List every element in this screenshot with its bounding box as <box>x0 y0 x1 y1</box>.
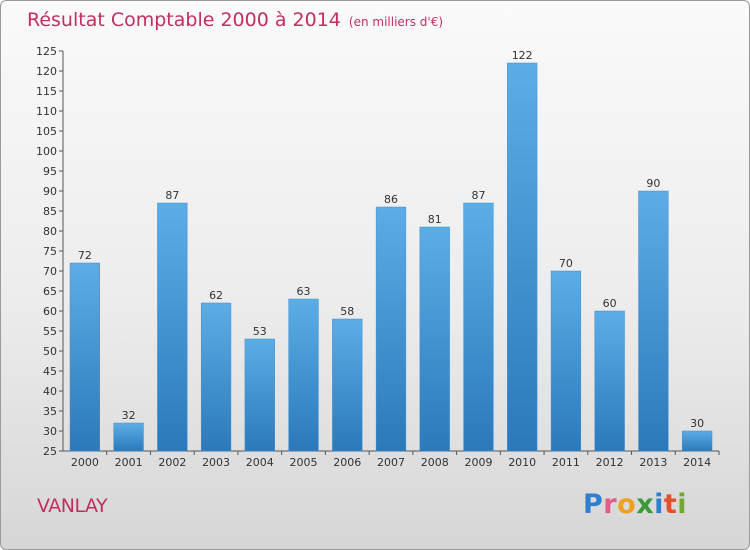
bar-2008 <box>419 226 450 452</box>
x-tick-label-2012: 2012 <box>596 456 624 469</box>
x-tick-label-2008: 2008 <box>421 456 449 469</box>
logo-letter: i <box>654 489 664 520</box>
proxiti-logo[interactable]: Proxiti <box>583 489 687 520</box>
x-tick-label-2009: 2009 <box>464 456 492 469</box>
value-label-2001: 32 <box>122 409 136 422</box>
y-tick-label: 70 <box>43 265 57 278</box>
x-tick-label-2011: 2011 <box>552 456 580 469</box>
x-tick-label-2007: 2007 <box>377 456 405 469</box>
value-label-2010: 122 <box>512 49 533 62</box>
x-tick-label-2014: 2014 <box>683 456 711 469</box>
value-label-2013: 90 <box>646 177 660 190</box>
x-tick-label-2006: 2006 <box>333 456 361 469</box>
value-label-2003: 62 <box>209 289 223 302</box>
bar-2014 <box>682 430 713 452</box>
bar-2000 <box>69 262 100 452</box>
chart-data-labels: 72 32 87 62 53 63 58 86 81 87 122 70 60 90 30 <box>78 49 704 430</box>
x-tick-label-2000: 2000 <box>71 456 99 469</box>
y-tick-label: 115 <box>36 85 57 98</box>
bar-2009 <box>463 202 494 452</box>
commune-name: VANLAY <box>37 495 108 517</box>
logo-letter: P <box>583 489 604 520</box>
y-tick-label: 110 <box>36 105 57 118</box>
y-tick-label: 25 <box>43 445 57 458</box>
y-tick-label: 90 <box>43 185 57 198</box>
bar-2012 <box>594 310 625 452</box>
logo-letter: x <box>636 489 655 520</box>
chart-subtitle: (en milliers d'€) <box>348 15 444 29</box>
chart-title: Résultat Comptable 2000 à 2014 (en millie… <box>27 9 443 31</box>
bar-2006 <box>332 318 363 452</box>
bar-2005 <box>288 298 319 452</box>
logo-letter: r <box>603 489 618 520</box>
chart-bars <box>69 62 713 452</box>
value-label-2011: 70 <box>559 257 573 270</box>
x-tick-label-2010: 2010 <box>508 456 536 469</box>
x-tick-label-2004: 2004 <box>246 456 274 469</box>
y-tick-label: 30 <box>43 425 57 438</box>
bar-2003 <box>200 302 232 452</box>
bar-2002 <box>157 202 188 452</box>
x-tick-label-2002: 2002 <box>158 456 186 469</box>
bar-2010 <box>507 62 538 452</box>
y-tick-label: 75 <box>43 245 57 258</box>
value-label-2002: 87 <box>165 189 179 202</box>
bar-2011 <box>550 270 582 452</box>
value-label-2014: 30 <box>690 417 704 430</box>
logo-letter: o <box>617 489 637 520</box>
y-tick-label: 80 <box>43 225 57 238</box>
y-tick-label: 125 <box>36 45 57 58</box>
value-label-2009: 87 <box>471 189 485 202</box>
bar-2013 <box>638 190 669 452</box>
value-label-2012: 60 <box>603 297 617 310</box>
y-tick-label: 95 <box>43 165 57 178</box>
value-label-2006: 58 <box>340 305 354 318</box>
y-tick-label: 100 <box>36 145 57 158</box>
bar-2007 <box>375 206 407 452</box>
y-tick-label: 60 <box>43 305 57 318</box>
y-tick-label: 35 <box>43 405 57 418</box>
y-tick-label: 85 <box>43 205 57 218</box>
value-label-2005: 63 <box>297 285 311 298</box>
value-label-2000: 72 <box>78 249 92 262</box>
y-tick-label: 45 <box>43 365 57 378</box>
y-tick-label: 120 <box>36 65 57 78</box>
x-tick-label-2005: 2005 <box>290 456 318 469</box>
y-tick-label: 40 <box>43 385 57 398</box>
y-tick-label: 105 <box>36 125 57 138</box>
logo-letter: i <box>677 489 688 520</box>
y-tick-label: 50 <box>43 345 57 358</box>
chart-title-text: Résultat Comptable 2000 à 2014 <box>27 9 341 31</box>
y-tick-label: 55 <box>43 325 57 338</box>
value-label-2007: 86 <box>384 193 398 206</box>
logo-letter: t <box>663 489 678 520</box>
value-label-2004: 53 <box>253 325 267 338</box>
x-tick-label-2001: 2001 <box>115 456 143 469</box>
value-label-2008: 81 <box>428 213 442 226</box>
x-tick-label-2003: 2003 <box>202 456 230 469</box>
y-tick-label: 65 <box>43 285 57 298</box>
bar-2004 <box>244 338 275 452</box>
x-tick-label-2013: 2013 <box>639 456 667 469</box>
bar-2001 <box>113 422 144 452</box>
